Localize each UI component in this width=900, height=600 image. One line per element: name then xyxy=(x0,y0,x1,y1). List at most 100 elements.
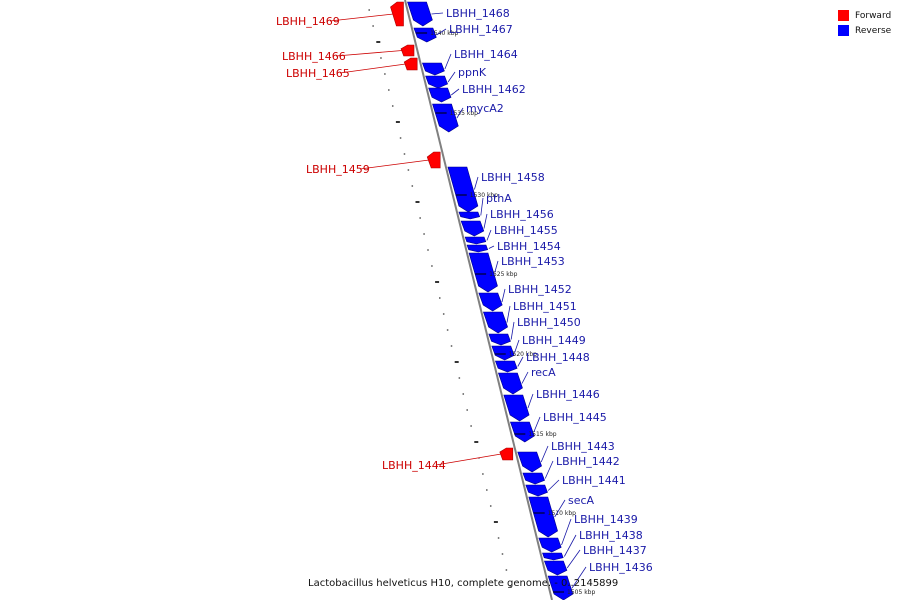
gene-label[interactable]: LBHH_1446 xyxy=(536,388,600,401)
gene-feature[interactable] xyxy=(421,62,445,76)
gene-feature[interactable] xyxy=(542,552,564,561)
label-leader-line xyxy=(533,416,541,433)
strand-legend: Forward Reverse xyxy=(838,8,891,38)
gene-feature[interactable] xyxy=(460,220,485,237)
label-leader-line xyxy=(488,245,495,249)
gene-feature[interactable] xyxy=(447,166,479,213)
gene-label[interactable]: LBHH_1467 xyxy=(449,23,513,36)
gene-feature[interactable] xyxy=(482,311,508,334)
kbp-label: 1520 kbp xyxy=(509,351,537,358)
label-leader-line xyxy=(444,53,452,70)
gene-label[interactable]: LBHH_1451 xyxy=(513,300,577,313)
gene-label[interactable]: LBHH_1455 xyxy=(494,224,558,237)
gene-label[interactable]: LBHH_1454 xyxy=(497,240,561,253)
forward-swatch xyxy=(838,10,849,21)
gene-feature[interactable] xyxy=(403,57,418,71)
gene-label[interactable]: LBHH_1444 xyxy=(382,459,446,472)
gene-label[interactable]: LBHH_1439 xyxy=(574,513,638,526)
gene-label[interactable]: LBHH_1450 xyxy=(517,316,581,329)
label-leader-line xyxy=(547,479,560,491)
gene-label[interactable]: recA xyxy=(531,366,556,379)
label-leader-line xyxy=(335,50,403,57)
gene-feature[interactable] xyxy=(547,575,574,600)
label-leader-line xyxy=(517,356,524,367)
gene-feature[interactable] xyxy=(466,244,489,253)
gene-label[interactable]: LBHH_1448 xyxy=(526,351,590,364)
gene-feature[interactable] xyxy=(525,484,548,497)
label-leader-line xyxy=(501,288,506,303)
gene-label[interactable]: LBHH_1464 xyxy=(454,48,518,61)
gene-label[interactable]: LBHH_1453 xyxy=(501,255,565,268)
kbp-label: 1540 kbp xyxy=(430,30,458,37)
gene-label[interactable]: LBHH_1441 xyxy=(562,474,626,487)
gene-feature[interactable] xyxy=(488,333,511,346)
label-leader-line xyxy=(431,12,444,15)
label-leader-line xyxy=(506,305,511,323)
label-leader-line xyxy=(329,13,394,22)
gene-feature[interactable] xyxy=(425,75,448,89)
gene-label[interactable]: LBHH_1438 xyxy=(579,529,643,542)
gene-label[interactable]: LBHH_1465 xyxy=(286,67,350,80)
kbp-label: 1515 kbp xyxy=(528,431,556,438)
label-leader-line xyxy=(561,518,572,546)
gene-feature[interactable] xyxy=(522,472,545,485)
scale-ticks xyxy=(368,9,512,587)
gene-label[interactable]: LBHH_1466 xyxy=(282,50,346,63)
gene-feature[interactable] xyxy=(407,1,433,27)
label-leader-line xyxy=(436,28,447,36)
gene-label[interactable]: secA xyxy=(568,494,595,507)
gene-label[interactable]: LBHH_1436 xyxy=(589,561,653,574)
label-leader-line xyxy=(514,339,520,354)
gene-label[interactable]: LBHH_1458 xyxy=(481,171,545,184)
gene-feature[interactable] xyxy=(400,44,415,57)
gene-label[interactable]: LBHH_1443 xyxy=(551,440,615,453)
label-leader-line xyxy=(451,88,460,96)
genome-title: Lactobacillus helveticus H10, complete g… xyxy=(308,578,619,589)
label-leader-line xyxy=(483,213,488,229)
gene-label[interactable]: mycA2 xyxy=(466,102,504,115)
gene-label[interactable]: LBHH_1449 xyxy=(522,334,586,347)
gene-feature[interactable] xyxy=(428,87,452,103)
gene-label[interactable]: LBHH_1462 xyxy=(462,83,526,96)
gene-feature[interactable] xyxy=(464,236,487,245)
legend-item-forward: Forward xyxy=(838,8,891,23)
gene-feature[interactable] xyxy=(543,560,568,576)
label-leader-line xyxy=(527,393,534,409)
gene-feature[interactable] xyxy=(494,360,518,373)
gene-feature[interactable] xyxy=(528,496,558,538)
gene-feature[interactable] xyxy=(432,103,459,133)
gene-label[interactable]: LBHH_1459 xyxy=(306,163,370,176)
gene-feature[interactable] xyxy=(503,394,530,422)
gene-label[interactable]: LBHH_1452 xyxy=(508,283,572,296)
gene-label[interactable]: LBHH_1437 xyxy=(583,544,647,557)
gene-label[interactable]: LBHH_1468 xyxy=(446,7,510,20)
kbp-label: 1530 kbp xyxy=(470,192,498,199)
gene-feature[interactable] xyxy=(458,211,481,220)
kbp-label: 1525 kbp xyxy=(489,271,517,278)
gene-label[interactable]: LBHH_1456 xyxy=(490,208,554,221)
gene-features xyxy=(390,1,574,600)
gene-feature[interactable] xyxy=(413,27,437,43)
label-leader-line xyxy=(566,549,581,569)
gene-label[interactable]: LBHH_1469 xyxy=(276,15,340,28)
gene-feature[interactable] xyxy=(538,537,562,553)
label-leader-line xyxy=(435,453,502,466)
gene-feature[interactable] xyxy=(426,151,441,169)
gene-feature[interactable] xyxy=(468,252,498,293)
label-leader-line xyxy=(571,566,587,589)
gene-feature[interactable] xyxy=(390,1,404,27)
label-leader-line xyxy=(540,445,549,463)
gene-feature[interactable] xyxy=(517,451,542,473)
label-leader-line xyxy=(447,71,456,83)
gene-feature[interactable] xyxy=(478,292,503,312)
gene-label[interactable]: LBHH_1445 xyxy=(543,411,607,424)
gene-feature[interactable] xyxy=(497,372,523,395)
gene-labels: LBHH_1469 LBHH_1468 LBHH_1467 LBHH_1466 LBHH… xyxy=(276,7,653,589)
label-leader-line xyxy=(510,321,515,340)
gene-label[interactable]: LBHH_1442 xyxy=(556,455,620,468)
gene-feature[interactable] xyxy=(491,345,515,361)
gene-feature[interactable] xyxy=(499,447,514,461)
gene-label[interactable]: pthA xyxy=(486,192,512,205)
gene-label[interactable]: ppnK xyxy=(458,66,487,79)
